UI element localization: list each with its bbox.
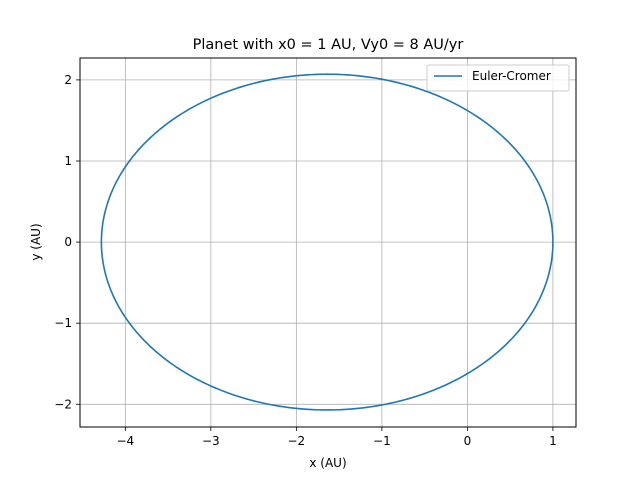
series-layer [100,73,554,411]
x-tick-label: −3 [202,434,220,448]
y-tick-label: 1 [64,154,72,168]
legend-box [426,64,570,92]
plot-area [80,58,576,427]
x-tick-label: 0 [464,434,472,448]
x-tick-label: −1 [373,434,391,448]
x-axis-label: x (AU) [309,456,346,470]
y-tick-label: 2 [64,73,72,87]
axis-ticks: −4 −3 −2 −1 0 1 −2 −1 0 1 2 [54,73,556,448]
series-line-euler-cromer [100,73,554,411]
x-tick-label: 1 [549,434,557,448]
y-tick-label: 0 [64,235,72,249]
legend: Euler-Cromer [426,64,570,92]
x-tick-label: −4 [116,434,134,448]
y-tick-label: −1 [54,316,72,330]
plot-frame [79,57,577,428]
chart-title: Planet with x0 = 1 AU, Vy0 = 8 AU/yr [193,37,464,53]
y-axis-label: y (AU) [29,223,43,260]
y-tick-label: −2 [54,397,72,411]
legend-label-euler-cromer: Euler-Cromer [472,69,551,83]
x-tick-label: −2 [288,434,306,448]
